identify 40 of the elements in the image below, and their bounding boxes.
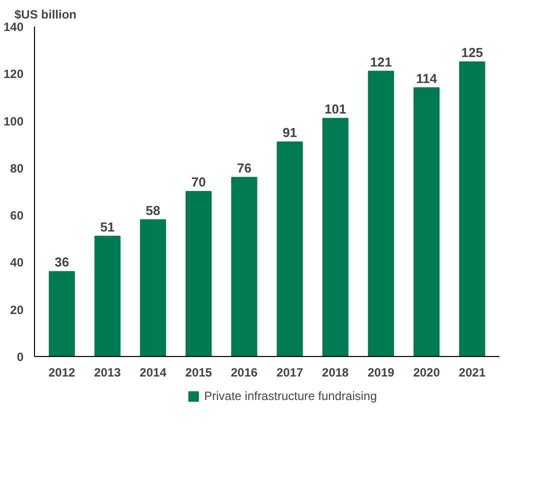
bar — [140, 219, 166, 356]
data-label: 121 — [370, 54, 392, 70]
x-tick-label: 2016 — [230, 366, 258, 380]
data-label: 114 — [416, 70, 438, 86]
x-tick-label: 2015 — [185, 366, 212, 380]
y-axis-title: $US billion — [14, 8, 77, 22]
x-tick-label: 2014 — [140, 366, 167, 380]
y-tick-label: 80 — [10, 161, 24, 176]
bar — [94, 236, 120, 356]
y-tick-label: 60 — [10, 208, 24, 223]
x-tick-label: 2018 — [322, 366, 350, 380]
x-tick-label: 2021 — [458, 366, 486, 380]
data-label: 58 — [146, 202, 160, 218]
data-label: 101 — [324, 101, 346, 116]
data-label: 91 — [282, 125, 298, 140]
bar — [276, 142, 303, 356]
y-tick-label: 0 — [16, 350, 24, 364]
bar — [48, 271, 75, 356]
y-tick-label: 120 — [3, 67, 24, 82]
y-tick-label: 140 — [3, 20, 24, 34]
data-label: 70 — [191, 174, 206, 190]
bar — [368, 70, 394, 356]
bar — [414, 87, 440, 356]
y-tick-label: 100 — [3, 114, 24, 128]
data-label: 51 — [100, 219, 115, 234]
data-label: 36 — [54, 254, 70, 270]
y-tick-label: 20 — [10, 302, 24, 317]
y-tick-label: 40 — [10, 256, 24, 270]
x-tick-label: 2019 — [368, 366, 395, 380]
data-label: 76 — [236, 160, 252, 176]
bar — [322, 118, 348, 356]
x-tick-label: 2017 — [276, 366, 304, 380]
bar — [186, 191, 212, 356]
x-tick-label: 2012 — [48, 366, 76, 380]
bar — [231, 176, 258, 356]
x-tick-label: 2020 — [413, 366, 440, 380]
bar — [459, 61, 486, 356]
data-label: 125 — [461, 44, 484, 60]
x-tick-label: 2013 — [94, 366, 122, 380]
legend-label: Private infrastructure fundraising — [204, 389, 377, 403]
